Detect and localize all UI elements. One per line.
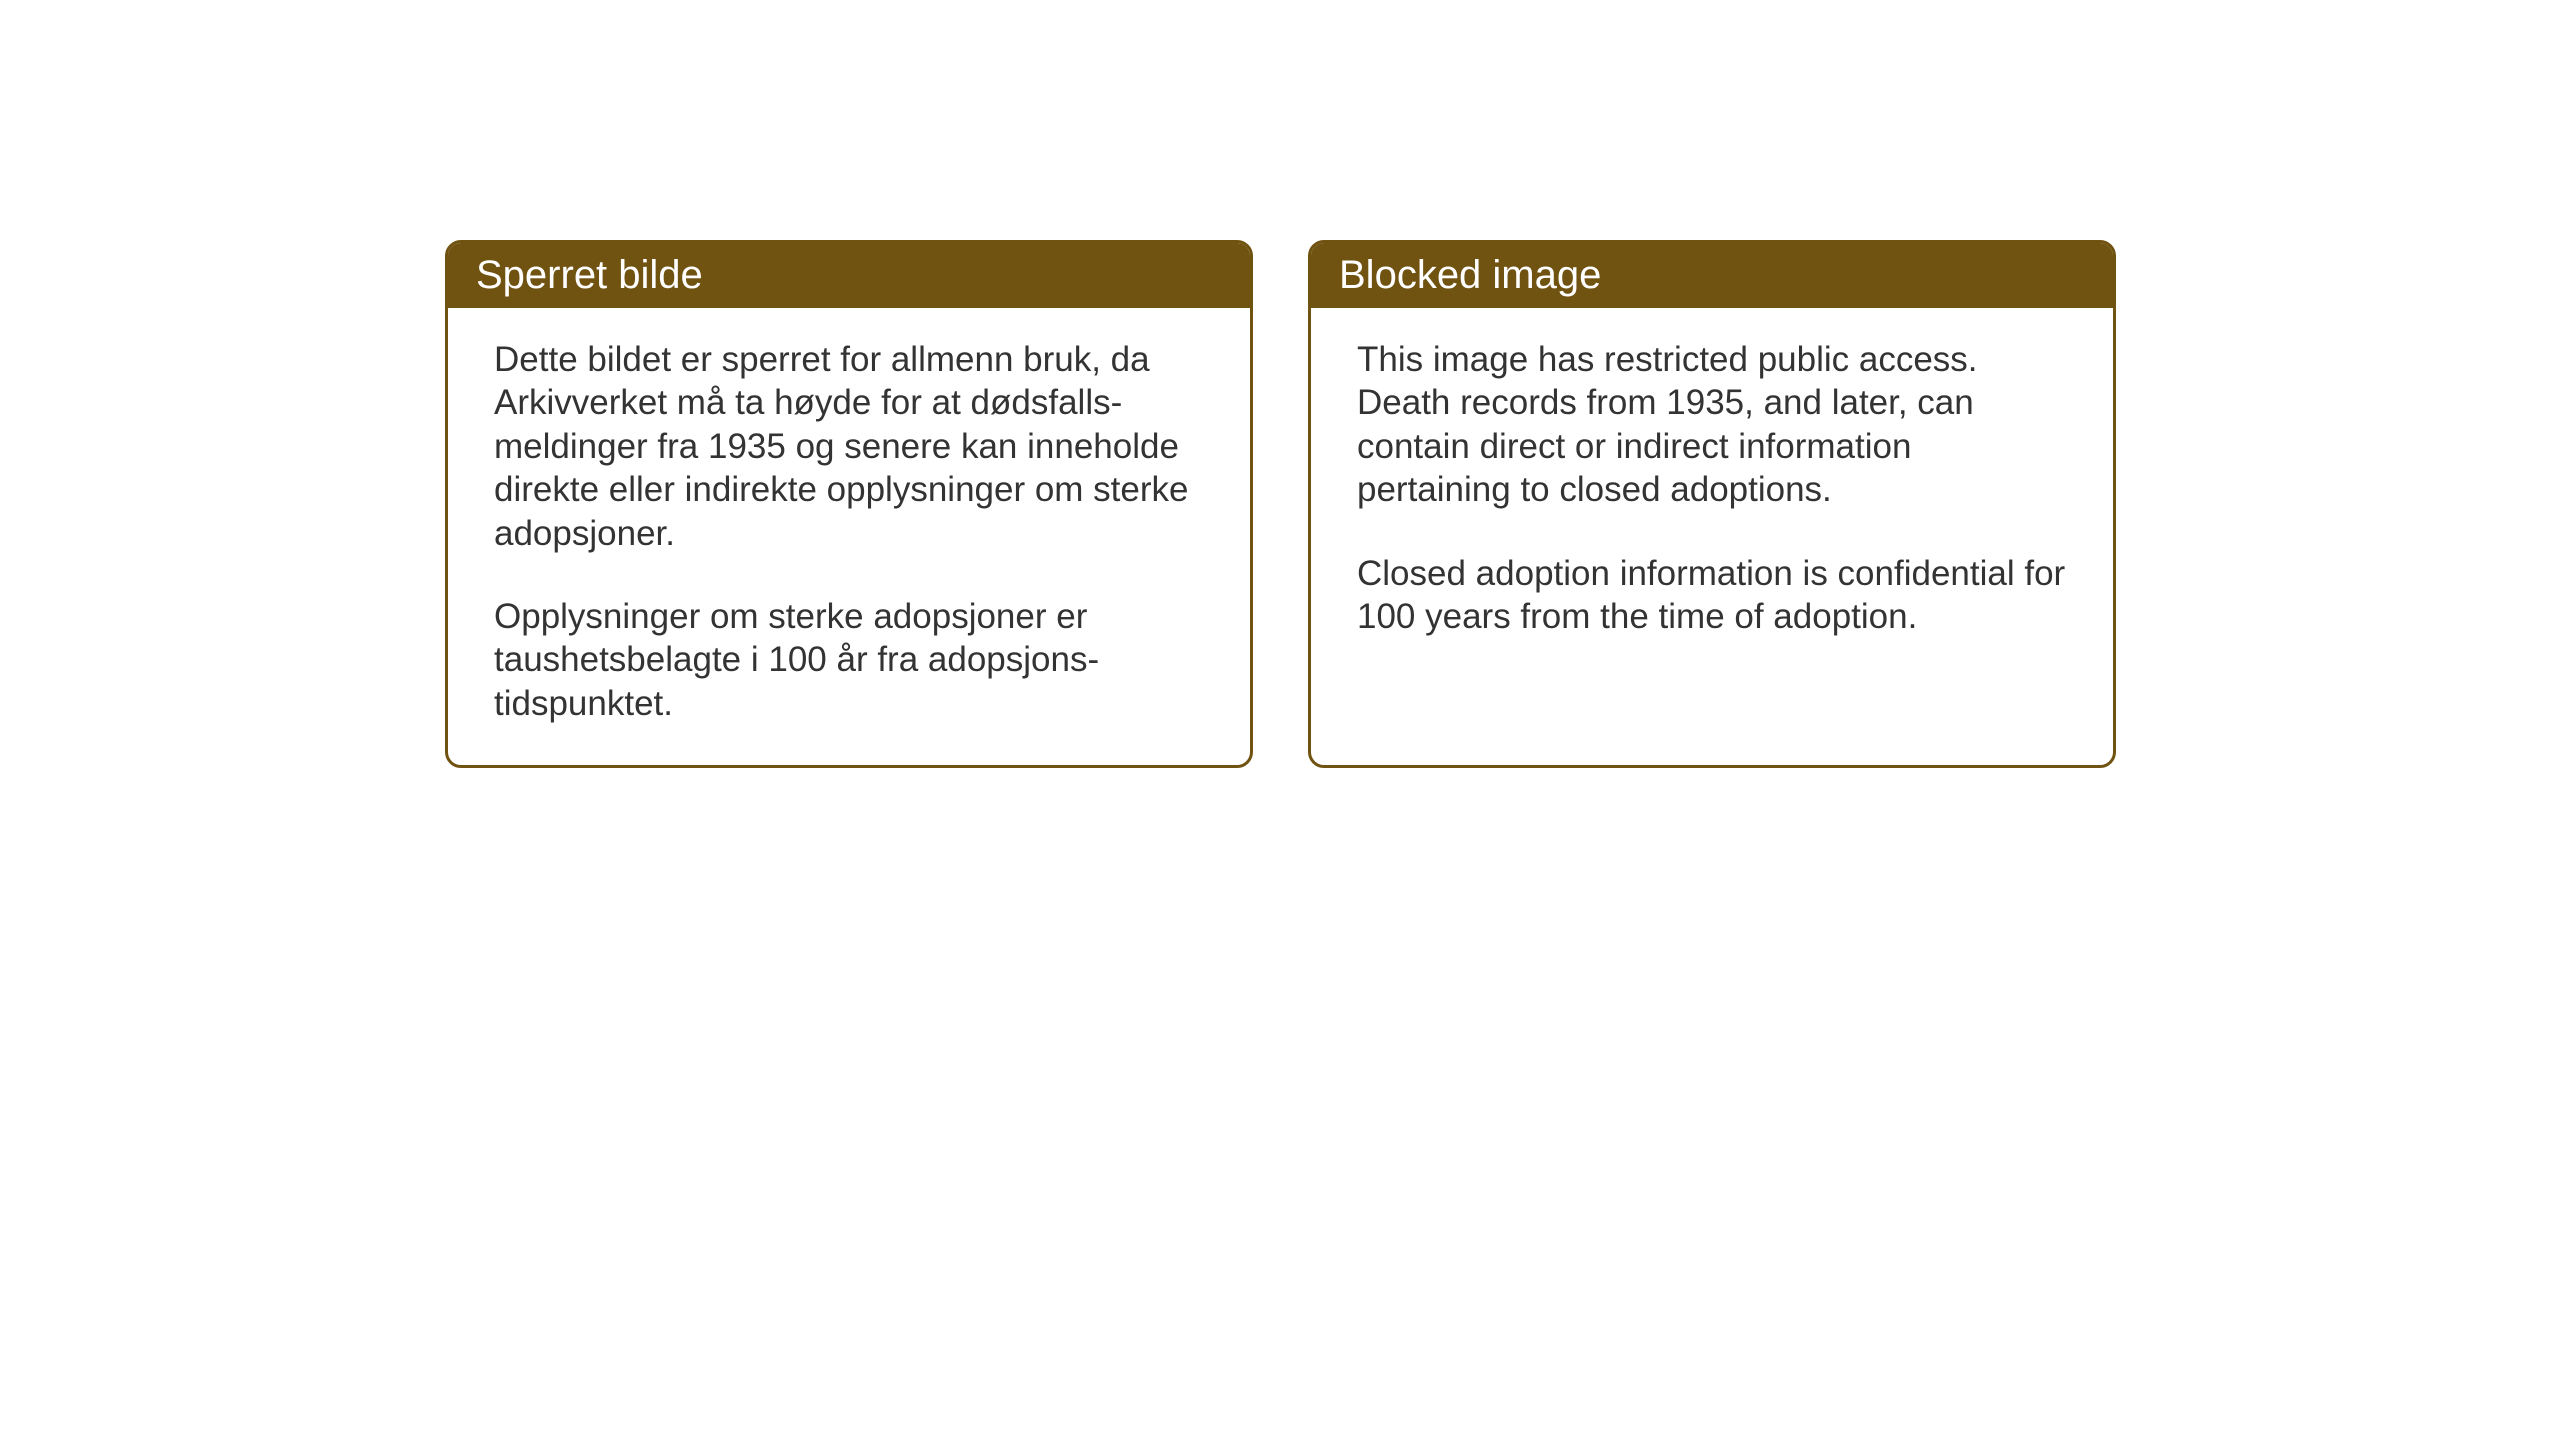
norwegian-paragraph-1: Dette bildet er sperret for allmenn bruk…	[494, 338, 1204, 555]
notice-cards-container: Sperret bilde Dette bildet er sperret fo…	[445, 240, 2116, 768]
norwegian-paragraph-2: Opplysninger om sterke adopsjoner er tau…	[494, 595, 1204, 725]
english-card-title: Blocked image	[1311, 243, 2113, 308]
norwegian-card-body: Dette bildet er sperret for allmenn bruk…	[448, 308, 1250, 765]
english-notice-card: Blocked image This image has restricted …	[1308, 240, 2116, 768]
english-paragraph-1: This image has restricted public access.…	[1357, 338, 2067, 512]
norwegian-card-title: Sperret bilde	[448, 243, 1250, 308]
english-card-body: This image has restricted public access.…	[1311, 308, 2113, 678]
norwegian-notice-card: Sperret bilde Dette bildet er sperret fo…	[445, 240, 1253, 768]
english-paragraph-2: Closed adoption information is confident…	[1357, 552, 2067, 639]
